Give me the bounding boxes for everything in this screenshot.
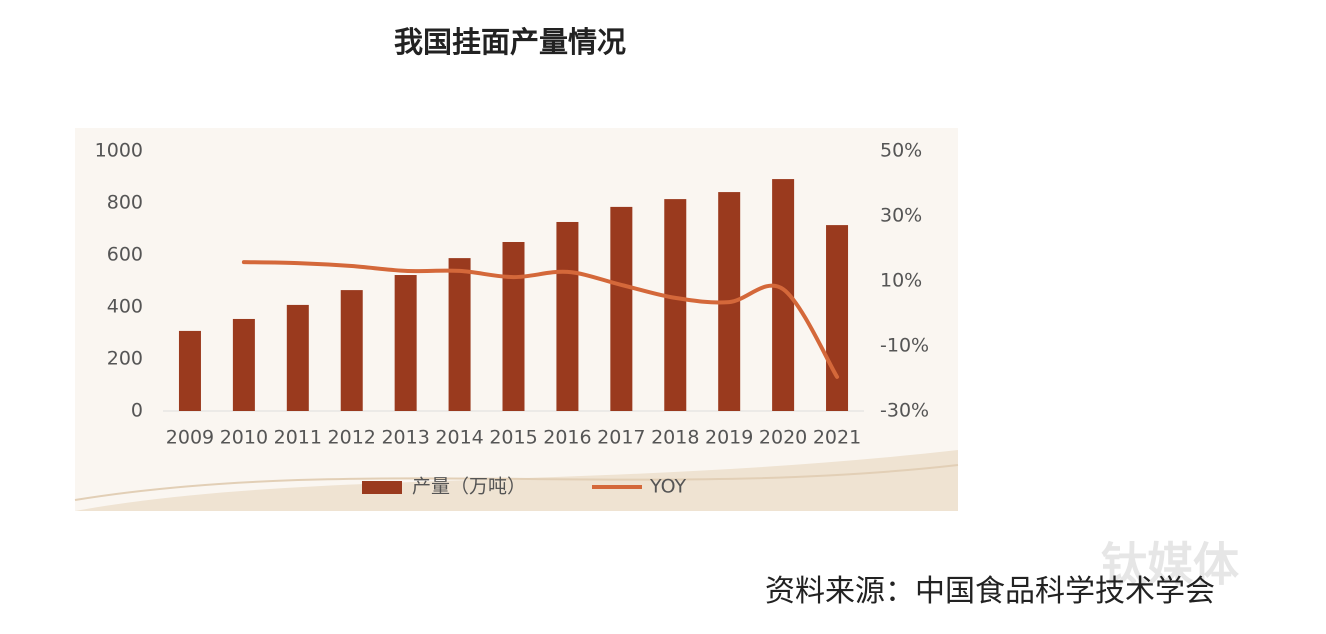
legend-swatch bbox=[362, 481, 402, 494]
x-tick-label: 2018 bbox=[651, 427, 699, 449]
y2-tick-label: 10% bbox=[880, 270, 922, 292]
bar bbox=[286, 304, 309, 411]
y-tick-label: 200 bbox=[107, 348, 143, 370]
bar bbox=[502, 242, 525, 411]
x-tick-label: 2009 bbox=[166, 427, 214, 449]
x-tick-label: 2014 bbox=[435, 427, 483, 449]
bar bbox=[826, 225, 849, 411]
y-tick-label: 800 bbox=[107, 192, 143, 214]
x-tick-label: 2012 bbox=[328, 427, 376, 449]
x-tick-label: 2021 bbox=[813, 427, 861, 449]
x-tick-label: 2020 bbox=[759, 427, 807, 449]
y-tick-label: 600 bbox=[107, 244, 143, 266]
bar bbox=[178, 330, 201, 411]
watermark: 钛媒体 bbox=[1101, 538, 1239, 592]
x-tick-label: 2013 bbox=[381, 427, 429, 449]
bar bbox=[556, 221, 579, 411]
x-tick-label: 2010 bbox=[220, 427, 268, 449]
x-tick-label: 2011 bbox=[274, 427, 322, 449]
x-tick-label: 2016 bbox=[543, 427, 591, 449]
chart-title: 我国挂面产量情况 bbox=[394, 25, 626, 59]
bar bbox=[232, 318, 255, 411]
y-tick-label: 1000 bbox=[95, 140, 143, 162]
bar bbox=[772, 179, 795, 411]
bar bbox=[340, 290, 363, 411]
y2-tick-label: 30% bbox=[880, 205, 922, 227]
x-tick-label: 2015 bbox=[489, 427, 537, 449]
bar bbox=[448, 258, 471, 411]
bar bbox=[610, 206, 633, 411]
y2-tick-label: -30% bbox=[880, 400, 929, 422]
decor-wave bbox=[75, 450, 958, 511]
source-note: 资料来源：中国食品科学技术学会 bbox=[765, 574, 1215, 609]
bar bbox=[394, 275, 417, 411]
y2-tick-label: -10% bbox=[880, 335, 929, 357]
decor-wave bbox=[74, 464, 959, 501]
bar bbox=[664, 199, 687, 411]
legend-label: 产量（万吨） bbox=[412, 476, 526, 498]
y-tick-label: 0 bbox=[131, 400, 143, 422]
y2-tick-label: 50% bbox=[880, 140, 922, 162]
y-tick-label: 400 bbox=[107, 296, 143, 318]
legend-label: YOY bbox=[649, 476, 686, 498]
yoy-line bbox=[241, 260, 840, 379]
x-tick-label: 2017 bbox=[597, 427, 645, 449]
x-tick-label: 2019 bbox=[705, 427, 753, 449]
